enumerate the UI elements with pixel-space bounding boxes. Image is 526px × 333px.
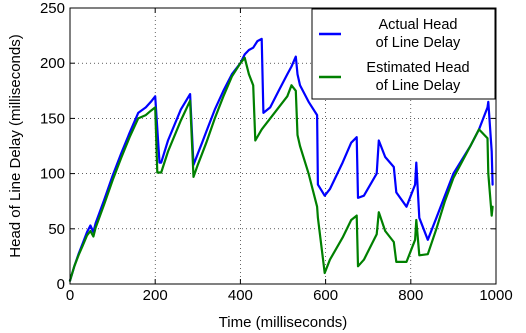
y-tick-label: 200	[40, 55, 65, 72]
y-axis-label: Head of Line Delay (milliseconds)	[7, 34, 24, 257]
legend-label: Estimated Head of Line Delay	[366, 60, 469, 94]
series-line-estimated	[68, 56, 494, 282]
y-tick-label: 100	[40, 166, 65, 183]
legend: Actual Head of Line Delay Estimated Head of…	[311, 8, 496, 100]
ticks: 0 200 400 600 800 1000 0 50 100 150 200 250	[40, 0, 513, 304]
series-group	[68, 37, 494, 282]
y-tick-label: 50	[48, 221, 65, 238]
grid	[70, 8, 496, 284]
x-tick-label: 800	[398, 287, 423, 304]
x-tick-label: 600	[313, 287, 338, 304]
legend-box	[311, 8, 496, 100]
legend-label: Actual Head of Line Delay	[376, 17, 461, 51]
y-tick-label: 250	[40, 0, 65, 17]
x-axis-label: Time (milliseconds)	[219, 314, 348, 331]
x-tick-label: 1000	[479, 287, 512, 304]
y-tick-label: 0	[57, 276, 65, 293]
y-tick-label: 150	[40, 110, 65, 127]
x-tick-label: 200	[143, 287, 168, 304]
x-tick-label: 400	[228, 287, 253, 304]
axes-frame	[69, 7, 497, 285]
x-tick-label: 0	[66, 287, 74, 304]
series-line-actual	[68, 37, 494, 282]
